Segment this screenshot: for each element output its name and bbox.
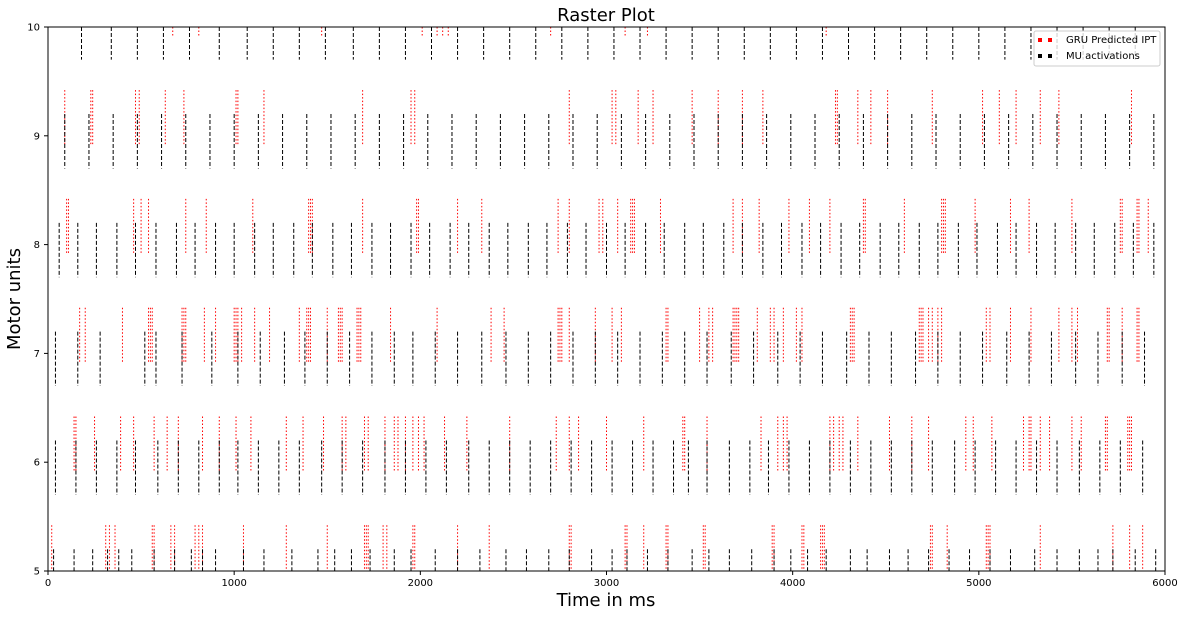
legend-label-gru: GRU Predicted IPT (1066, 35, 1157, 46)
legend-label-mu: MU activations (1066, 51, 1140, 62)
y-tick-label: 9 (34, 131, 40, 142)
y-axis-title: Motor units (4, 248, 25, 350)
x-tick-label: 2000 (408, 578, 433, 589)
y-tick-label: 10 (27, 23, 40, 34)
x-tick-label: 4000 (780, 578, 805, 589)
y-tick-label: 6 (34, 458, 40, 469)
series-mu-activations (53, 27, 1166, 571)
y-tick-label: 8 (34, 240, 40, 251)
legend-marker-mu (1038, 54, 1052, 58)
x-tick-label: 1000 (221, 578, 246, 589)
y-tick-label: 5 (34, 567, 40, 578)
y-axis: 5 6 7 8 9 10 (27, 23, 48, 578)
chart-title: Raster Plot (557, 5, 655, 26)
legend: GRU Predicted IPT MU activations (1033, 30, 1161, 67)
x-tick-label: 3000 (594, 578, 619, 589)
legend-box (1033, 30, 1161, 67)
spikes-layer (51, 27, 1166, 571)
x-axis-title: Time in ms (556, 590, 656, 611)
plot-frame (47, 26, 1166, 572)
y-tick-label: 7 (34, 349, 40, 360)
x-tick-label: 6000 (1152, 578, 1177, 589)
x-tick-label: 0 (45, 578, 51, 589)
series-gru-predicted (51, 27, 1149, 571)
x-axis: 0 1000 2000 3000 4000 5000 6000 (45, 571, 1178, 589)
legend-marker-gru (1038, 38, 1052, 42)
x-tick-label: 5000 (966, 578, 991, 589)
